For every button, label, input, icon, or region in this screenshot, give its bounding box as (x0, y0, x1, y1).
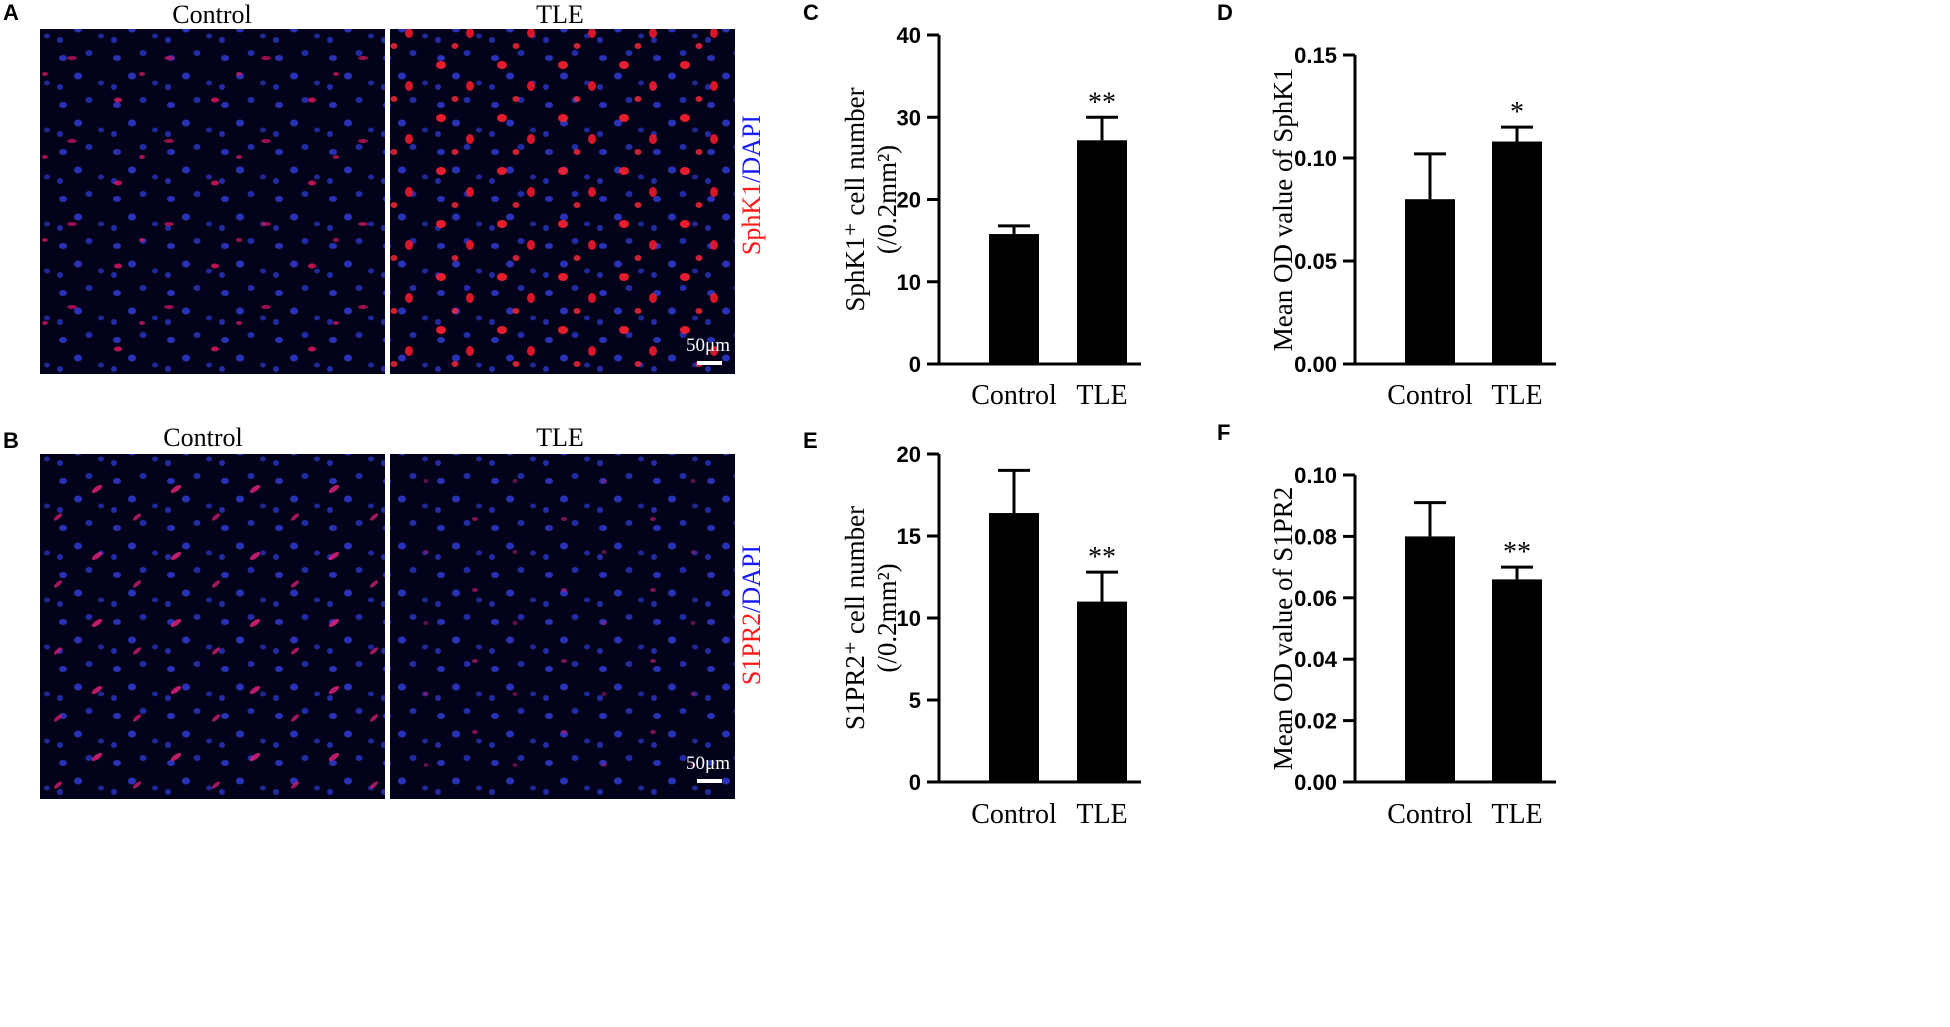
micro-b-stain-sep: / (737, 605, 766, 613)
chart-c-ytick-label-3: 30 (897, 105, 921, 130)
chart-c-ylabel-line1: SphK1⁺ cell number (840, 87, 870, 311)
chart-f-bar-0 (1405, 536, 1455, 782)
micro-b-title-control: Control (163, 423, 242, 452)
chart-c-significance-1: ** (1088, 87, 1116, 118)
micro-b-stain-label: S1PR2/DAPI (737, 545, 766, 685)
chart-f-significance-1: ** (1503, 537, 1531, 568)
chart-d-bar-1 (1492, 141, 1542, 364)
chart-e-bar-1 (1077, 601, 1127, 782)
chart-d-ytick-label-0: 0.00 (1294, 352, 1337, 377)
panel-letter-b: B (3, 428, 19, 453)
chart-f-ytick-label-4: 0.08 (1294, 524, 1337, 549)
chart-f-ytick-label-1: 0.02 (1294, 709, 1337, 734)
panel-letter-a: A (3, 0, 19, 25)
chart-c-ylabel-line2: (/0.2mm²) (872, 145, 902, 254)
chart-d-category-label-1: TLE (1491, 380, 1542, 411)
chart-d-ylabel: Mean OD value of SphK1 (1268, 68, 1298, 351)
chart-d-significance-1: * (1510, 97, 1524, 128)
chart-e-ytick-label-2: 10 (897, 606, 921, 631)
micro-a-stain-red: SphK1 (737, 183, 766, 255)
chart-f-category-label-0: Control (1387, 799, 1473, 830)
micro-b-scale-bar (697, 779, 722, 783)
chart-c-ylabel: SphK1⁺ cell number(/0.2mm²) (840, 87, 902, 311)
micrograph-a-tle: 50μm (390, 29, 735, 374)
chart-c-ytick-label-0: 0 (909, 352, 921, 377)
micro-b-scale-label: 50μm (686, 753, 730, 774)
micro-a-scale-label: 50μm (686, 335, 730, 356)
chart-f-ytick-label-2: 0.04 (1294, 647, 1338, 672)
chart-f: 0.00 0.02 0.04 0.06 0.08 0.10 Control ** TLE Mean… (1268, 463, 1556, 830)
micrograph-b-tle: 50μm (390, 454, 735, 799)
chart-f-ylabel-line1: Mean OD value of S1PR2 (1268, 487, 1298, 770)
chart-d: 0.00 0.05 0.10 0.15 Control * TLE Mean OD value… (1268, 43, 1556, 411)
micro-a-title-control: Control (172, 0, 251, 29)
chart-d-ytick-label-2: 0.10 (1294, 146, 1337, 171)
chart-e-category-label-1: TLE (1076, 799, 1127, 830)
panel-letter-f: F (1217, 420, 1230, 445)
chart-e-category-label-0: Control (971, 799, 1057, 830)
panel-letter-c: C (803, 0, 819, 25)
chart-e: 0 5 10 15 20 Control ** TLE S1PR2⁺ cell number(/… (840, 442, 1141, 830)
chart-e-ytick-label-1: 5 (909, 688, 921, 713)
micro-b-stain-red: S1PR2 (737, 613, 766, 685)
panel-a-micrographs: Control TLE 50μm SphK1/DAPI (40, 0, 766, 374)
chart-c-ytick-label-1: 10 (897, 270, 921, 295)
chart-e-significance-1: ** (1088, 542, 1116, 573)
panel-letter-e: E (803, 428, 818, 453)
chart-c: 0 10 20 30 40 Control ** TLE SphK1⁺ cell number(… (840, 23, 1141, 411)
chart-d-ytick-label-1: 0.05 (1294, 249, 1337, 274)
micrograph-a-control (40, 29, 385, 374)
chart-e-ylabel: S1PR2⁺ cell number(/0.2mm²) (840, 506, 902, 730)
chart-e-ylabel-line1: S1PR2⁺ cell number (840, 506, 870, 730)
chart-d-ytick-label-3: 0.15 (1294, 43, 1337, 68)
micro-a-stain-sep: / (737, 175, 766, 183)
panel-letter-d: D (1217, 0, 1233, 25)
chart-d-bar-0 (1405, 199, 1455, 364)
chart-e-ylabel-line2: (/0.2mm²) (872, 563, 902, 672)
chart-c-category-label-1: TLE (1076, 380, 1127, 411)
chart-c-ytick-label-2: 20 (897, 188, 921, 213)
chart-f-category-label-1: TLE (1491, 799, 1542, 830)
chart-c-category-label-0: Control (971, 380, 1057, 411)
chart-c-bar-1 (1077, 140, 1127, 364)
micro-a-title-tle: TLE (536, 0, 584, 29)
chart-f-ylabel: Mean OD value of S1PR2 (1268, 487, 1298, 770)
chart-d-ylabel-line1: Mean OD value of SphK1 (1268, 68, 1298, 351)
chart-f-ytick-label-3: 0.06 (1294, 586, 1337, 611)
micro-a-scale-bar (697, 361, 722, 365)
chart-d-category-label-0: Control (1387, 380, 1473, 411)
chart-e-ytick-label-4: 20 (897, 442, 921, 467)
chart-f-bar-1 (1492, 579, 1542, 782)
chart-e-ytick-label-3: 15 (897, 524, 921, 549)
micro-a-stain-blue: DAPI (737, 115, 766, 176)
micro-b-title-tle: TLE (536, 423, 584, 452)
micro-b-stain-blue: DAPI (737, 545, 766, 606)
chart-c-bar-0 (989, 234, 1039, 364)
micrograph-b-control (40, 454, 385, 799)
chart-f-ytick-label-5: 0.10 (1294, 463, 1337, 488)
micro-a-stain-label: SphK1/DAPI (737, 115, 766, 255)
panel-b-micrographs: Control TLE 50μm S1PR2/DAPI (40, 423, 766, 799)
chart-e-ytick-label-0: 0 (909, 770, 921, 795)
chart-f-ytick-label-0: 0.00 (1294, 770, 1337, 795)
chart-e-bar-0 (989, 513, 1039, 782)
chart-c-ytick-label-4: 40 (897, 23, 921, 48)
